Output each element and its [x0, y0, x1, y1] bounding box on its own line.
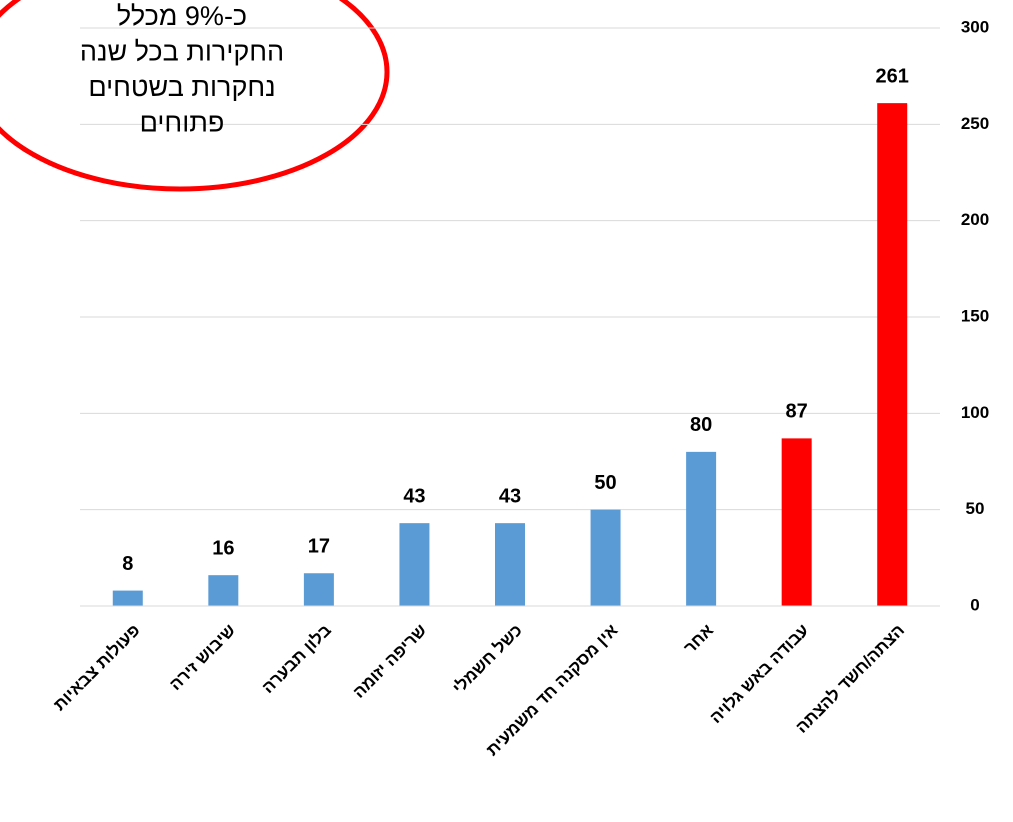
y-tick-label: 250 — [961, 114, 989, 133]
value-label: 261 — [876, 65, 909, 87]
value-label: 87 — [786, 401, 808, 423]
x-tick-label: עבודה באש גלויה — [706, 621, 812, 727]
y-tick-label: 300 — [961, 17, 989, 36]
y-tick-label: 150 — [961, 306, 989, 325]
x-tick-label: הצתה/חשד להצתה — [792, 621, 908, 737]
y-tick-label: 0 — [970, 595, 979, 614]
value-label: 8 — [122, 553, 133, 575]
bar — [877, 103, 908, 606]
bar — [590, 509, 621, 606]
value-label: 43 — [499, 485, 521, 507]
annotation-ellipse — [0, 0, 390, 192]
bar — [686, 451, 717, 606]
annotation-line: כ-9% מכלל — [117, 1, 247, 31]
value-label: 17 — [308, 536, 330, 558]
y-tick-label: 200 — [961, 210, 989, 229]
x-tick-label: פעולות צבאיות — [50, 621, 144, 715]
y-tick-label: 100 — [961, 403, 989, 422]
x-tick-label: כשל חשמלי — [449, 621, 526, 698]
y-tick-label: 50 — [966, 499, 985, 518]
value-label: 50 — [594, 472, 616, 494]
bar — [495, 523, 525, 606]
bar — [303, 573, 334, 606]
x-tick-label: בלון תבערה — [258, 620, 335, 697]
value-label: 80 — [690, 414, 712, 436]
bar — [781, 438, 812, 606]
x-tick-label: שריפה יזומה — [349, 620, 430, 701]
bar — [399, 523, 430, 606]
value-label: 16 — [212, 537, 234, 559]
x-tick-label: שיבוש זירה — [166, 620, 240, 694]
annotation-line: החקירות בכל שנה — [80, 37, 284, 67]
x-tick-label: אחר — [680, 620, 717, 657]
value-label: 43 — [403, 485, 425, 507]
bar — [208, 575, 239, 606]
bar — [112, 590, 143, 606]
annotation-line: פתוחים — [140, 108, 225, 138]
annotation-line: נחקרות בשטחים — [88, 72, 275, 102]
